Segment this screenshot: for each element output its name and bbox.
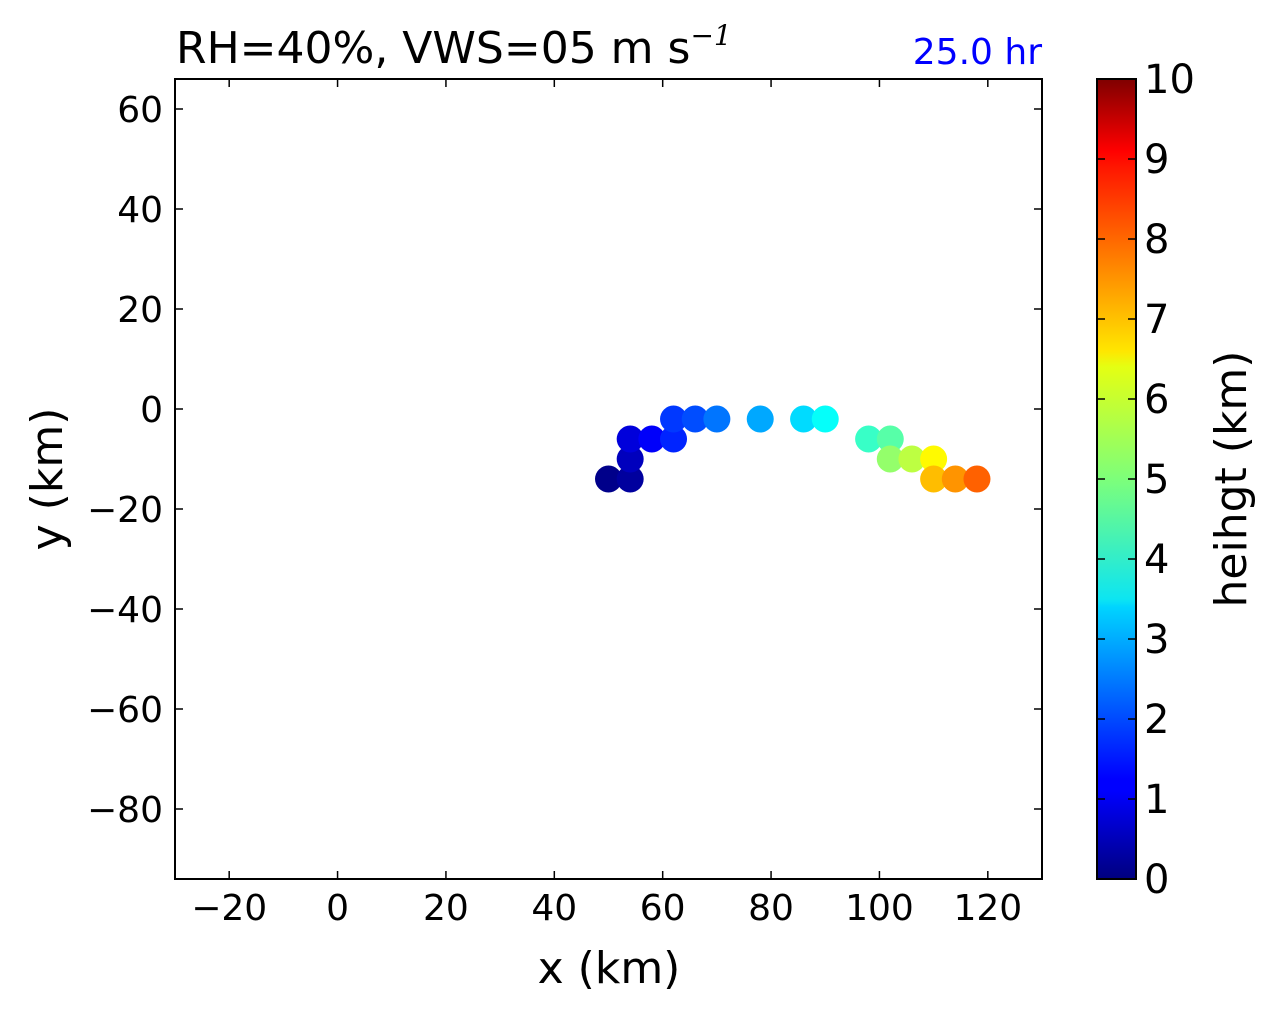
scatter-point: [811, 405, 839, 433]
colorbar-tick-label: 5: [1144, 457, 1169, 503]
scatter-point: [790, 405, 818, 433]
scatter-point: [638, 425, 666, 453]
x-tick-label: 80: [748, 888, 794, 929]
x-tick-label: 120: [953, 888, 1022, 929]
scatter-point: [920, 445, 948, 473]
colorbar-tick-label: 4: [1144, 537, 1169, 583]
scatter-point: [660, 425, 688, 453]
scatter-point: [616, 465, 644, 493]
chart-title-main: RH=40%, VWS=05 m s: [176, 23, 690, 74]
y-tick-label: 0: [140, 390, 163, 431]
x-tick-label: −20: [191, 888, 267, 929]
y-tick-label: −20: [87, 490, 163, 531]
scatter-point: [703, 405, 731, 433]
scatter-point: [616, 425, 644, 453]
y-axis-ticks: −80 −60 −40 −20 0 20 40 60: [87, 90, 1042, 831]
colorbar-tick-label: 10: [1144, 57, 1195, 103]
scatter-point: [746, 405, 774, 433]
scatter-point: [595, 465, 622, 493]
time-label: 25.0 hr: [913, 32, 1042, 73]
scatter-point: [876, 425, 904, 453]
colorbar: 0 1 2 3 4 5 6 7 8 9 10 heihgt (km): [1096, 57, 1257, 903]
scatter-point: [660, 405, 688, 433]
colorbar-tick-label: 2: [1144, 697, 1169, 743]
x-tick-label: 0: [326, 888, 349, 929]
chart-title-superscript: −1: [690, 19, 731, 52]
colorbar-label: heihgt (km): [1206, 351, 1257, 608]
x-tick-label: 20: [423, 888, 469, 929]
y-axis-label: y (km): [22, 408, 73, 551]
scatter-point: [941, 465, 969, 493]
scatter-point: [876, 445, 904, 473]
data-points: [595, 405, 991, 493]
scatter-point: [855, 425, 883, 453]
scatter-point: [616, 445, 644, 473]
x-tick-label: 100: [845, 888, 914, 929]
scatter-point: [681, 405, 709, 433]
chart-title: RH=40%, VWS=05 m s−1: [176, 19, 732, 74]
colorbar-tick-label: 3: [1144, 617, 1169, 663]
y-tick-label: 20: [117, 290, 163, 331]
y-tick-label: −80: [87, 790, 163, 831]
colorbar-tick-label: 0: [1144, 857, 1169, 903]
scatter-point: [920, 465, 948, 493]
colorbar-tick-label: 6: [1144, 377, 1169, 423]
scatter-point: [963, 465, 991, 493]
colorbar-ticks: 0 1 2 3 4 5 6 7 8 9 10: [1097, 57, 1195, 903]
colorbar-tick-label: 9: [1144, 137, 1169, 183]
scatter-point: [898, 445, 926, 473]
y-tick-label: 60: [117, 90, 163, 131]
x-tick-label: 40: [531, 888, 577, 929]
colorbar-tick-label: 8: [1144, 217, 1169, 263]
x-tick-label: 60: [640, 888, 686, 929]
y-tick-label: −40: [87, 590, 163, 631]
plot-area: −20 0 20 40 60 80 100 120 −80 −60 −40 −20 0 20 40 60: [87, 78, 1043, 929]
colorbar-tick-label: 1: [1144, 777, 1169, 823]
y-tick-label: 40: [117, 190, 163, 231]
x-axis-label: x (km): [538, 943, 681, 994]
x-axis-ticks: −20 0 20 40 60 80 100 120: [191, 79, 1022, 929]
y-tick-label: −60: [87, 690, 163, 731]
colorbar-tick-label: 7: [1144, 297, 1169, 343]
